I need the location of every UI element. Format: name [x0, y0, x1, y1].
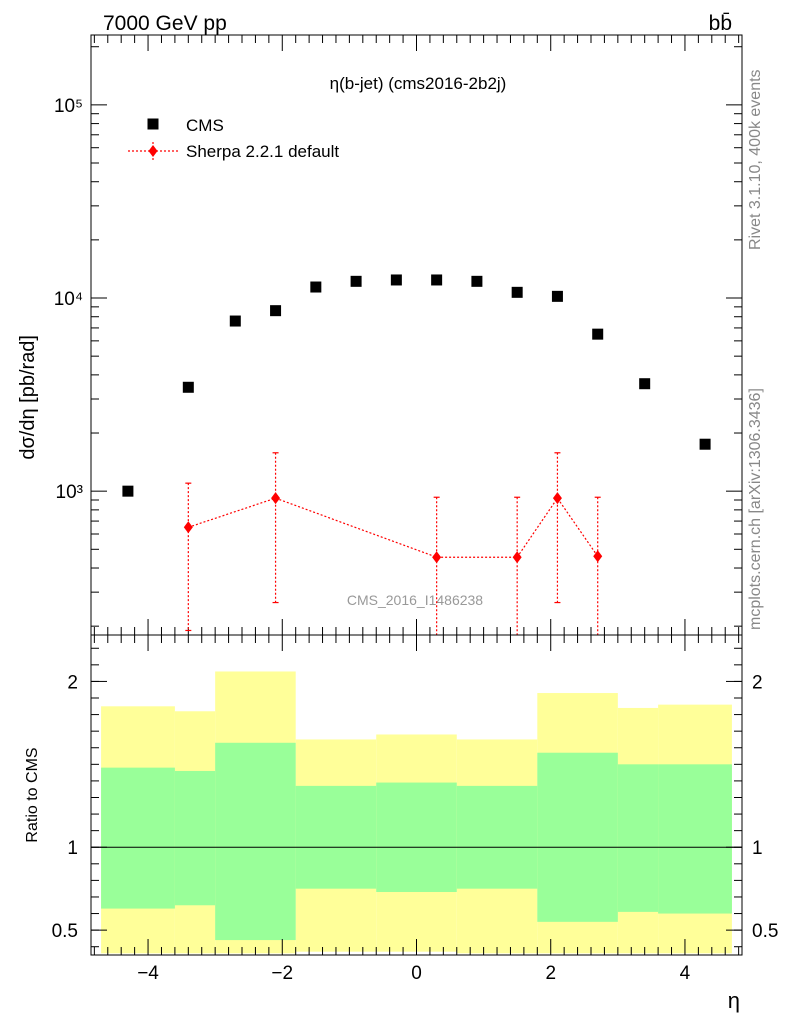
sherpa-line — [188, 497, 599, 558]
cms-point — [551, 290, 563, 302]
x-axis-label: η — [728, 988, 740, 1013]
ratio-panel: Ratio to CMS η 0.5 0.5 1 1 2 2 −4 −2 0 2 4 — [24, 634, 778, 1013]
legend-cms-label: CMS — [186, 116, 224, 135]
ratio-y-tick-label-right: 1 — [752, 838, 763, 859]
cms-point — [122, 485, 134, 497]
cms-point — [511, 286, 523, 298]
sherpa-point — [183, 521, 193, 534]
uncertainty-band-inner — [617, 764, 659, 912]
uncertainty-band-inner — [376, 782, 457, 892]
x-tick-label: 0 — [411, 963, 422, 984]
cms-point — [229, 315, 241, 327]
ratio-y-tick-label-right: 0.5 — [752, 921, 778, 942]
uncertainty-band-inner — [295, 785, 377, 889]
plot-title: η(b-jet) (cms2016-2b2j) — [330, 74, 507, 93]
y-tick-label: 10⁵ — [54, 96, 83, 117]
ratio-y-axis-label: Ratio to CMS — [24, 747, 41, 842]
uncertainty-band-inner — [174, 770, 216, 906]
y-axis-label: dσ/dη [pb/rad] — [17, 335, 39, 460]
cms-point — [592, 328, 604, 340]
sherpa-point — [512, 551, 522, 564]
cms-point — [639, 378, 651, 390]
header-left: 7000 GeV pp — [103, 12, 227, 35]
uncertainty-band-inner — [658, 764, 732, 914]
cms-point — [390, 274, 402, 286]
x-tick-label: 2 — [545, 963, 556, 984]
legend-sherpa-label: Sherpa 2.2.1 default — [186, 142, 339, 161]
legend-cms-marker — [147, 118, 159, 130]
rivet-label: Rivet 3.1.10, 400k events — [747, 69, 764, 250]
uncertainty-band-inner — [456, 785, 538, 889]
header-right: bb̄ — [709, 12, 732, 35]
ratio-y-tick-label-right: 2 — [752, 672, 763, 693]
y-tick-label: 10³ — [56, 482, 83, 503]
ratio-y-tick-label: 0.5 — [52, 921, 78, 942]
uncertainty-band-inner — [215, 742, 296, 941]
legend-sherpa-marker — [148, 145, 158, 157]
cms-point — [471, 275, 483, 287]
mcplots-label: mcplots.cern.ch [arXiv:1306.3436] — [747, 388, 764, 630]
ratio-frame — [90, 634, 743, 956]
sherpa-point — [552, 492, 562, 505]
sherpa-point — [432, 551, 442, 564]
cms-point — [699, 438, 711, 450]
uncertainty-band-inner — [101, 767, 175, 909]
sherpa-point — [593, 550, 603, 563]
analysis-watermark: CMS_2016_I1486238 — [347, 592, 483, 608]
y-tick-label: 10⁴ — [54, 289, 83, 310]
main-panel: η(b-jet) (cms2016-2b2j) dσ/dη [pb/rad] C… — [17, 34, 743, 636]
x-tick-label: −4 — [137, 963, 159, 984]
cms-point — [310, 281, 322, 293]
cms-point — [350, 275, 362, 287]
ratio-y-tick-label: 2 — [67, 672, 78, 693]
cms-point — [431, 274, 443, 286]
uncertainty-band-inner — [537, 752, 618, 922]
ratio-y-tick-label: 1 — [67, 838, 78, 859]
cms-point — [270, 305, 282, 317]
sherpa-point — [271, 492, 281, 505]
cms-point — [182, 381, 194, 393]
x-tick-label: 4 — [680, 963, 691, 984]
x-tick-label: −2 — [271, 963, 293, 984]
